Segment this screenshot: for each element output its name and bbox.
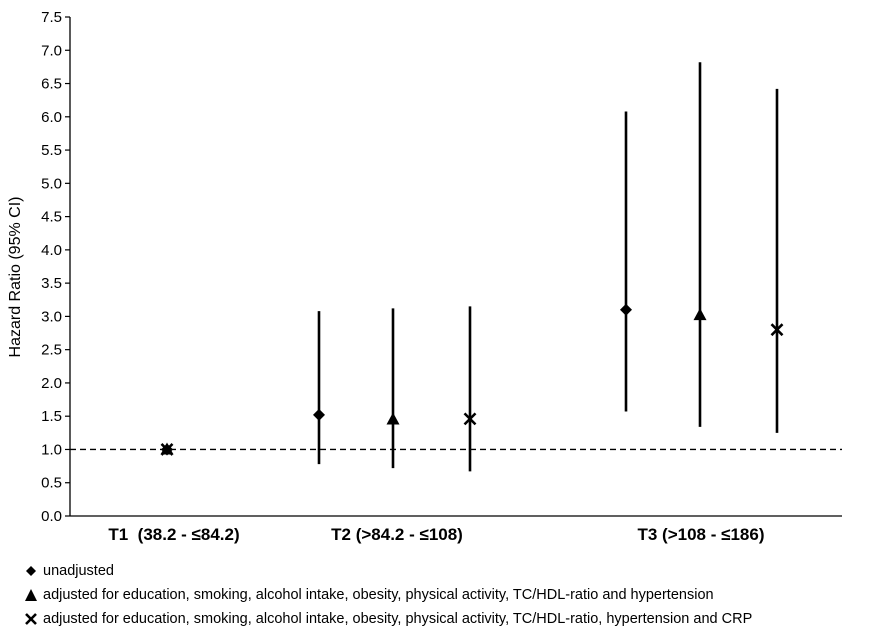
y-axis-ticks: 0.0 0.5 1.0 1.5 2.0 2.5 3.0 3.5 4.0 4.5 5.0 5.5 6.0 6… bbox=[41, 9, 70, 525]
y-tick-label-6: 3.0 bbox=[41, 308, 62, 325]
category-label-1: T2 (>84.2 - ≤108) bbox=[331, 525, 463, 544]
category-label-0: T1 (38.2 - ≤84.2) bbox=[108, 525, 239, 544]
marker-triangle-s1-c2 bbox=[693, 308, 707, 321]
legend: unadjusted adjusted for education, smoki… bbox=[22, 559, 752, 631]
marker-x-s2-c1 bbox=[463, 412, 477, 426]
marker-x-s2-c0 bbox=[160, 443, 174, 456]
legend-label-unadjusted: unadjusted bbox=[43, 563, 114, 579]
legend-item-adjusted: adjusted for education, smoking, alcohol… bbox=[22, 583, 752, 607]
cross-icon bbox=[22, 612, 40, 626]
y-tick-label-10: 5.0 bbox=[41, 175, 62, 192]
y-tick-label-8: 4.0 bbox=[41, 242, 62, 259]
marker-triangle-s1-c1 bbox=[386, 412, 400, 425]
marker-diamond-s0-c1 bbox=[313, 408, 325, 421]
marker-x-s2-c2-stroke-b bbox=[770, 323, 784, 337]
diamond-icon bbox=[22, 564, 40, 578]
y-tick-label-3: 1.5 bbox=[41, 408, 62, 425]
category-label-2: T3 (>108 - ≤186) bbox=[638, 525, 765, 544]
y-tick-label-11: 5.5 bbox=[41, 142, 62, 159]
y-tick-label-9: 4.5 bbox=[41, 209, 62, 226]
y-tick-label-7: 3.5 bbox=[41, 275, 62, 292]
y-axis-title: Hazard Ratio (95% CI) bbox=[7, 197, 24, 358]
axes bbox=[69, 17, 842, 517]
y-tick-label-5: 2.5 bbox=[41, 342, 62, 359]
y-tick-label-4: 2.0 bbox=[41, 375, 62, 392]
legend-label-adjusted-crp: adjusted for education, smoking, alcohol… bbox=[43, 611, 753, 627]
y-tick-label-15: 7.5 bbox=[41, 9, 62, 26]
y-tick-label-12: 6.0 bbox=[41, 109, 62, 126]
triangle-icon bbox=[22, 588, 40, 602]
marker-diamond-s0-c2 bbox=[620, 303, 632, 316]
category-labels: T1 (38.2 - ≤84.2) T2 (>84.2 - ≤108) T3 (>1… bbox=[108, 525, 764, 544]
y-tick-label-2: 1.0 bbox=[41, 441, 62, 458]
marker-x-s2-c2 bbox=[770, 323, 784, 337]
legend-item-adjusted-crp: adjusted for education, smoking, alcohol… bbox=[22, 607, 752, 631]
y-tick-label-0: 0.0 bbox=[41, 508, 62, 525]
y-tick-label-13: 6.5 bbox=[41, 76, 62, 93]
marker-x-s2-c0-stroke-b bbox=[160, 443, 174, 456]
legend-item-unadjusted: unadjusted bbox=[22, 559, 752, 583]
y-tick-label-14: 7.0 bbox=[41, 42, 62, 59]
series-group bbox=[160, 62, 784, 472]
y-tick-label-1: 0.5 bbox=[41, 475, 62, 492]
marker-x-s2-c1-stroke-b bbox=[463, 412, 477, 426]
legend-label-adjusted: adjusted for education, smoking, alcohol… bbox=[43, 587, 714, 603]
